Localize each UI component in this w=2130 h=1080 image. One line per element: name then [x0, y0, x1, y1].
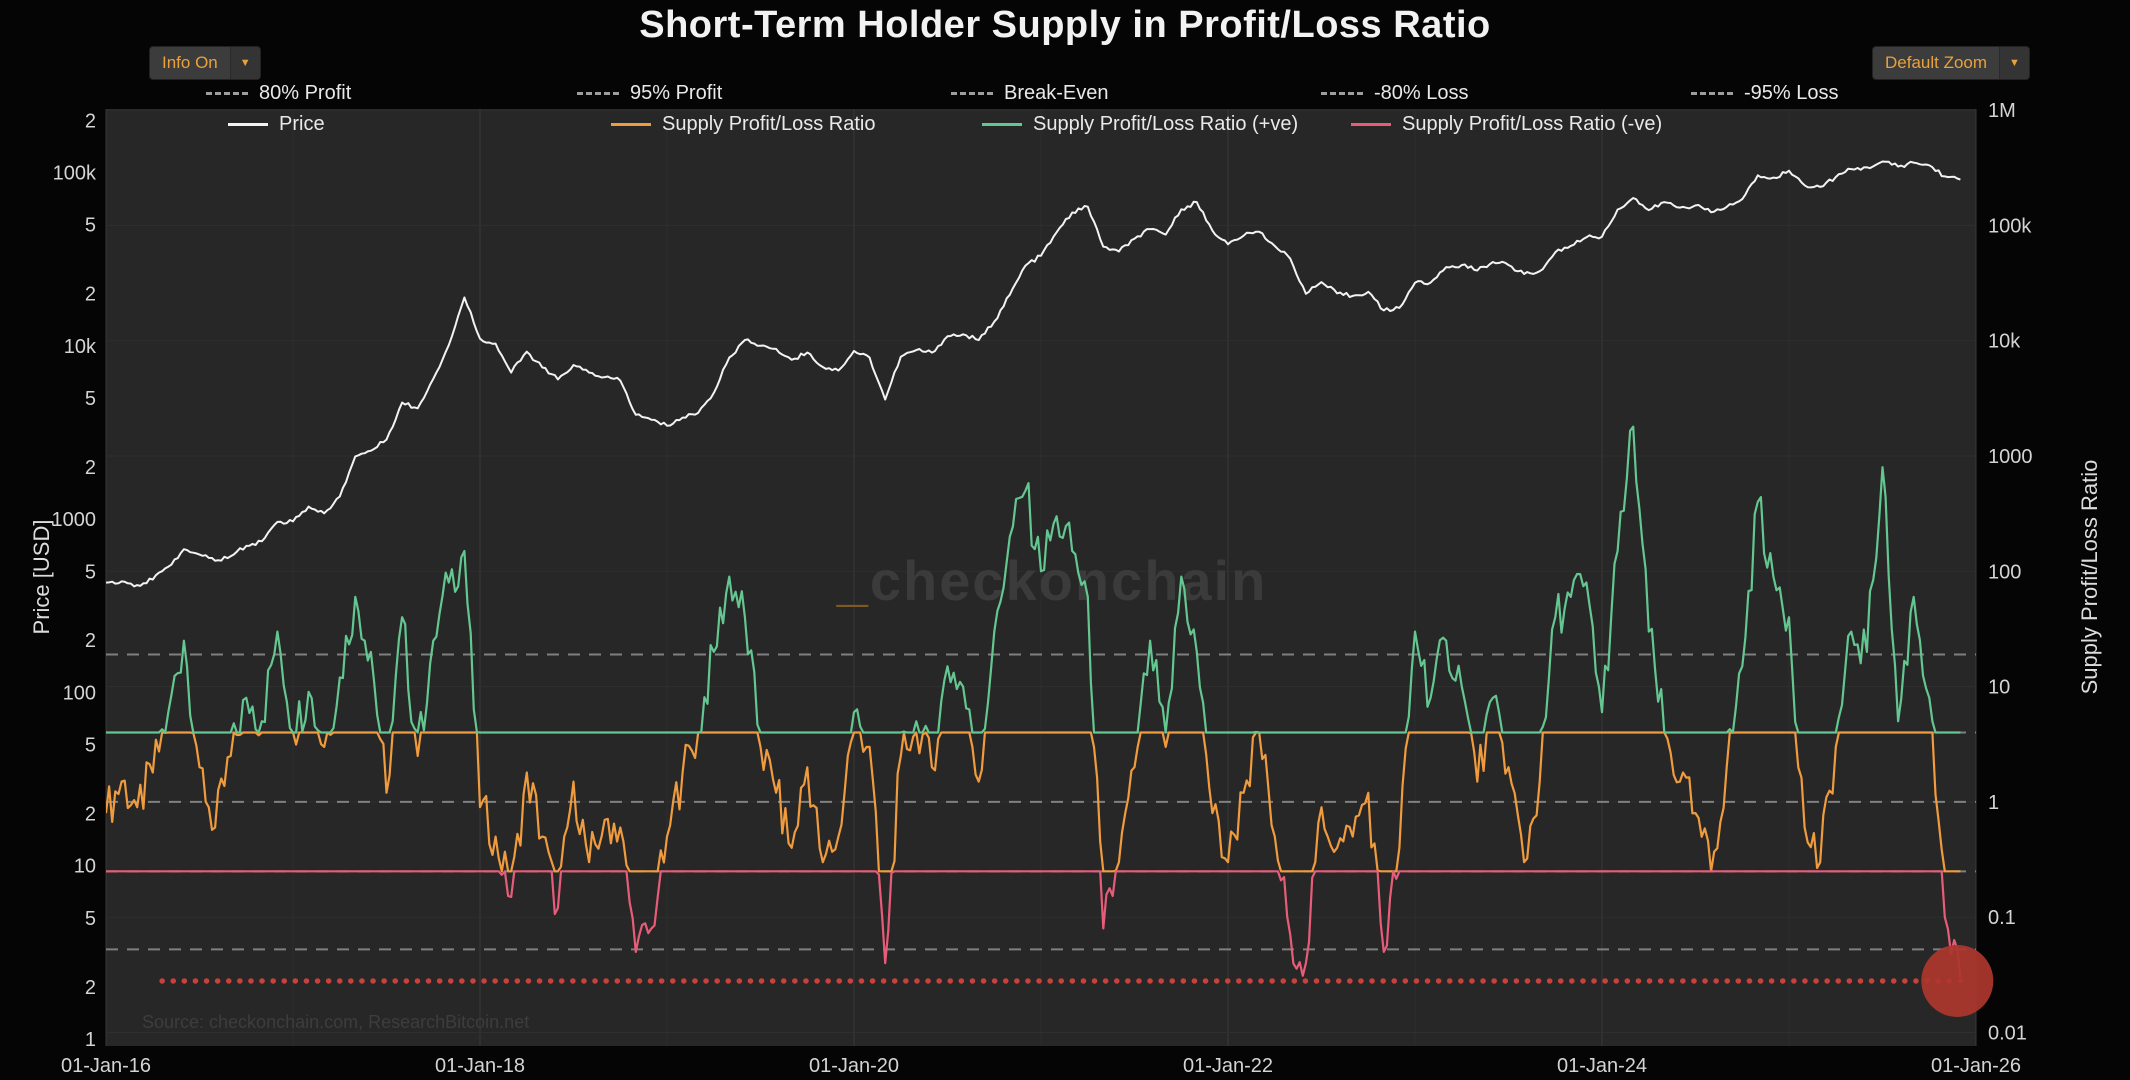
chevron-down-icon: ▼: [1999, 47, 2029, 79]
line-swatch: [228, 123, 268, 126]
series-group: [106, 160, 1962, 978]
left-axis-title: Price [USD]: [29, 519, 54, 635]
watermark-text: checkonchain: [870, 549, 1267, 612]
x-axis-tick-label: 01-Jan-18: [435, 1055, 525, 1077]
threshold-legend-item[interactable]: -80% Loss: [1321, 82, 1469, 105]
left-axis-tick-label: 1: [85, 1029, 96, 1051]
threshold-legend-label: 80% Profit: [259, 82, 352, 104]
left-axis-tick-label: 5: [85, 908, 96, 930]
right-axis-tick-label: 1000: [1988, 446, 2033, 468]
left-axis-tick-label: 5: [85, 215, 96, 237]
dashed-line-swatch: [577, 92, 619, 95]
series-legend-label: Supply Profit/Loss Ratio: [662, 113, 876, 135]
chevron-down-icon: ▼: [229, 47, 260, 79]
left-axis-tick-label: 5: [85, 388, 96, 410]
x-axis-tick-label: 01-Jan-16: [61, 1055, 151, 1077]
zoom-select-button[interactable]: Default Zoom ▼: [1872, 46, 2030, 80]
series-legend-label: Supply Profit/Loss Ratio (+ve): [1033, 113, 1299, 135]
left-axis-tick-label: 100k: [53, 163, 97, 185]
left-axis-tick-label: 100: [63, 682, 96, 704]
right-axis-tick-label: 0.1: [1988, 907, 2016, 929]
series-legend-item[interactable]: Supply Profit/Loss Ratio (-ve): [1351, 113, 1662, 136]
x-axis-tick-label: 01-Jan-20: [809, 1055, 899, 1077]
left-axis-tick-label: 10k: [64, 336, 97, 358]
right-axis-tick-label: 10: [1988, 677, 2010, 699]
right-axis-tick-label: 1M: [1988, 100, 2016, 122]
threshold-legend-item[interactable]: 80% Profit: [206, 82, 351, 105]
threshold-legend-label: -95% Loss: [1744, 82, 1839, 104]
threshold-legend-item[interactable]: -95% Loss: [1691, 82, 1839, 105]
ratio-positive-line: [106, 425, 1961, 734]
line-swatch: [611, 123, 651, 126]
price-line: [106, 160, 1961, 588]
end-marker: [1921, 944, 1994, 1017]
info-toggle-label: Info On: [162, 53, 218, 72]
left-axis-tick-label: 2: [85, 804, 96, 826]
left-axis-tick-label: 10: [74, 856, 96, 878]
x-axis-tick-label: 01-Jan-24: [1557, 1055, 1647, 1077]
left-axis-tick-label: 2: [85, 457, 96, 479]
line-swatch: [1351, 123, 1391, 126]
left-axis-tick-label: 2: [85, 284, 96, 306]
x-axis-tick-label: 01-Jan-22: [1183, 1055, 1273, 1077]
threshold-legend-label: -80% Loss: [1374, 82, 1469, 104]
ratio-line: [106, 731, 1961, 873]
series-legend-item[interactable]: Supply Profit/Loss Ratio (+ve): [982, 113, 1298, 136]
watermark-accent: _: [836, 549, 870, 612]
series-legend-label: Price: [279, 113, 325, 135]
right-axis-tick-label: 100k: [1988, 215, 2032, 237]
dashed-line-swatch: [1321, 92, 1363, 95]
series-legend-item[interactable]: Supply Profit/Loss Ratio: [611, 113, 875, 136]
series-legend-label: Supply Profit/Loss Ratio (-ve): [1402, 113, 1663, 135]
left-axis-tick-label: 2: [85, 977, 96, 999]
watermark: _checkonchain: [836, 549, 1268, 612]
page-title: Short-Term Holder Supply in Profit/Loss …: [639, 4, 1491, 46]
dashed-line-swatch: [206, 92, 248, 95]
x-axis-tick-label: 01-Jan-26: [1931, 1055, 2021, 1077]
right-axis-tick-label: 100: [1988, 561, 2021, 583]
source-note: Source: checkonchain.com, ResearchBitcoi…: [142, 1012, 530, 1032]
left-axis-tick-label: 5: [85, 561, 96, 583]
threshold-legend-row: 80% Profit 95% Profit Break-Even -80% Loss -…: [0, 82, 2130, 108]
threshold-legend-item[interactable]: Break-Even: [951, 82, 1109, 105]
right-axis-tick-label: 1: [1988, 792, 1999, 814]
series-legend-row: Price Supply Profit/Loss Ratio Supply Prof…: [0, 113, 2130, 139]
right-axis-tick-label: 10k: [1988, 331, 2021, 353]
ratio-negative-line: [106, 870, 1962, 978]
left-axis-tick-label: 1000: [52, 509, 97, 531]
threshold-legend-label: 95% Profit: [630, 82, 723, 104]
right-axis-tick-label: 0.01: [1988, 1023, 2027, 1045]
dashed-line-swatch: [951, 92, 993, 95]
series-legend-item[interactable]: Price: [228, 113, 325, 136]
left-axis-tick-label: 5: [85, 735, 96, 757]
zoom-select-label: Default Zoom: [1885, 53, 1988, 72]
right-axis-title: Supply Profit/Loss Ratio: [2077, 459, 2102, 695]
line-swatch: [982, 123, 1022, 126]
left-axis-tick-label: 2: [85, 110, 96, 132]
info-toggle-button[interactable]: Info On ▼: [149, 46, 261, 80]
dashed-line-swatch: [1691, 92, 1733, 95]
threshold-legend-item[interactable]: 95% Profit: [577, 82, 722, 105]
threshold-legend-label: Break-Even: [1004, 82, 1109, 104]
left-axis-tick-label: 2: [85, 630, 96, 652]
